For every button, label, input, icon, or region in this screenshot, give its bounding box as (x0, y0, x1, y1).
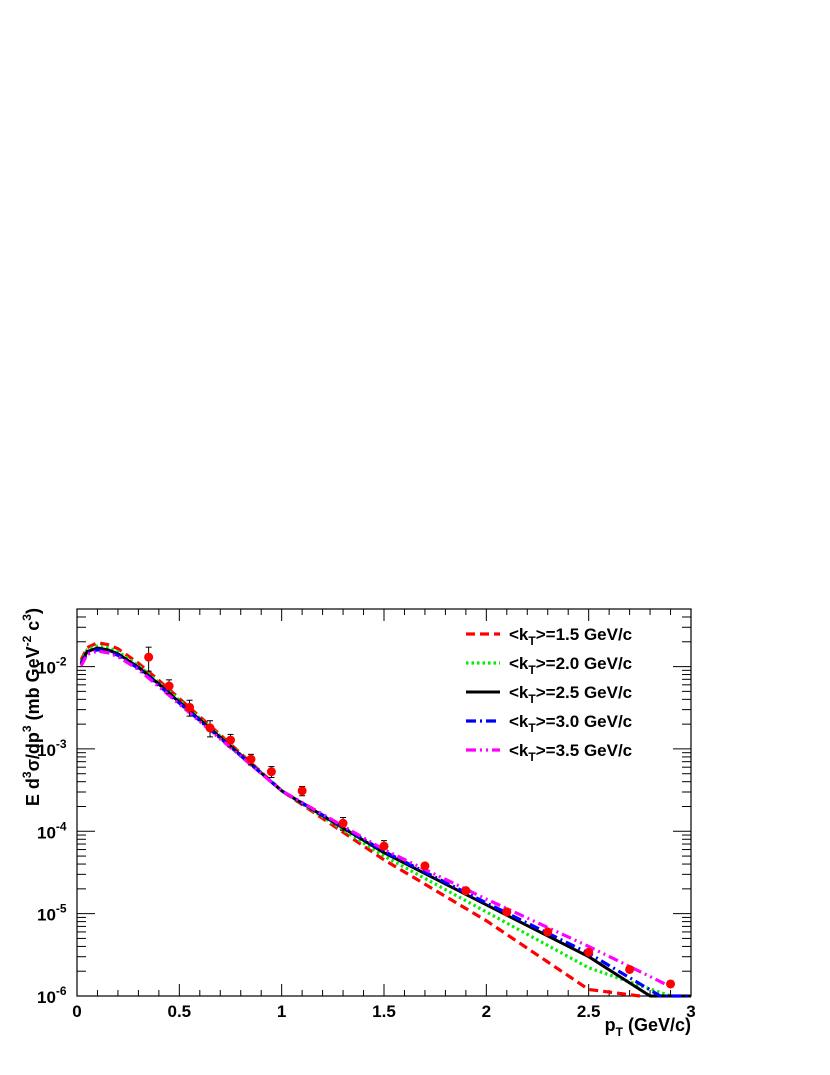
data-point (584, 947, 594, 957)
legend-label-2: <kT>=2.0 GeV/c (509, 654, 632, 677)
data-point (297, 786, 307, 796)
legend-label-1: <kT>=1.5 GeV/c (509, 625, 632, 648)
data-point (625, 964, 635, 974)
x-axis-label: pT (GeV/c) (605, 1015, 691, 1039)
legend-label-5: <kT>=3.5 GeV/c (509, 741, 632, 764)
x-tick-label: 2.5 (577, 1002, 601, 1021)
x-tick-label: 3 (686, 1002, 695, 1021)
y-axis-label: E d3σ/dp3 (mb GeV-2 c3) (20, 608, 43, 806)
y-tick-label: 10-4 (37, 819, 67, 842)
x-axis-ticks: 0 0.5 1 1.5 2 2.5 3 (72, 609, 696, 1021)
data-point (164, 681, 174, 691)
data-point (420, 861, 430, 871)
legend: <kT>=1.5 GeV/c <kT>=2.0 GeV/c <kT>=2.5 GeV… (466, 625, 632, 764)
y-tick-label: 10-3 (37, 737, 67, 760)
x-axis-title: pT (GeV/c) (605, 1015, 691, 1039)
y-axis-ticks: 10-6 10-5 10-4 10-3 10-2 (37, 608, 691, 1007)
data-point (144, 652, 154, 662)
data-point (461, 886, 471, 896)
legend-label-3: <kT>=2.5 GeV/c (509, 683, 632, 706)
data-point (226, 735, 235, 745)
data-point (338, 818, 348, 828)
y-tick-label: 10-2 (37, 655, 67, 678)
x-tick-label: 1.5 (372, 1002, 396, 1021)
data-point (185, 702, 195, 712)
x-tick-label: 2 (482, 1002, 491, 1021)
legend-label-4: <kT>=3.0 GeV/c (509, 712, 632, 735)
y-tick-label: 10-6 (37, 984, 67, 1007)
data-point (502, 907, 512, 917)
data-point (205, 723, 215, 733)
x-tick-label: 1 (277, 1002, 286, 1021)
data-point (379, 841, 389, 851)
data-point (266, 767, 276, 777)
y-axis-title: E d3σ/dp3 (mb GeV-2 c3) (20, 608, 43, 806)
data-points (144, 646, 676, 989)
y-tick-label: 10-5 (37, 902, 67, 925)
x-tick-label: 0 (72, 1002, 81, 1021)
data-point (246, 754, 256, 764)
x-tick-label: 0.5 (168, 1002, 192, 1021)
data-point (666, 979, 676, 989)
data-point (543, 927, 553, 937)
